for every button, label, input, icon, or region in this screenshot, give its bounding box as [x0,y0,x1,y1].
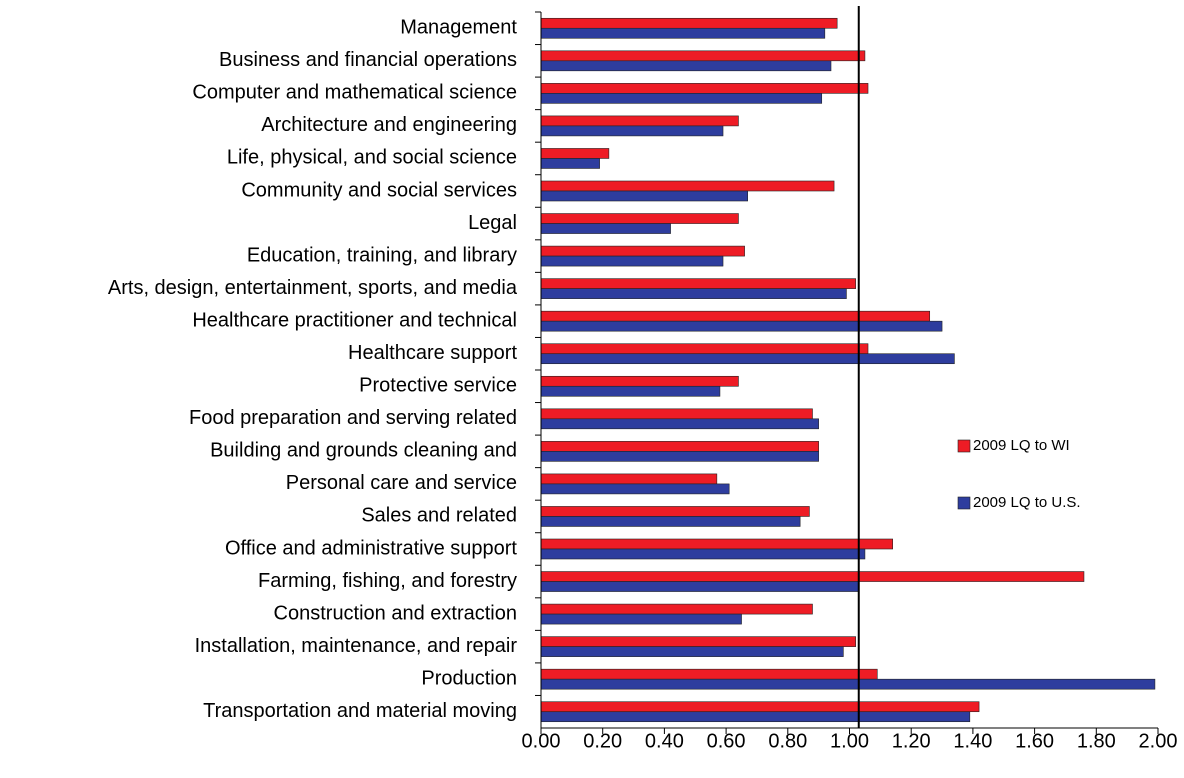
bar [540,581,860,592]
bar [540,223,671,234]
x-tick-label: 1.40 [953,730,992,752]
y-tick-label: Healthcare practitioner and technical [192,309,517,331]
y-tick-label: Protective service [359,375,517,397]
y-tick-label: Office and administrative support [225,537,517,559]
x-tick-label: 1.80 [1077,730,1116,752]
y-tick-label: Transportation and material moving [203,700,517,722]
y-tick-label: Building and grounds cleaning and [210,440,517,462]
y-tick-label: Installation, maintenance, and repair [195,635,518,657]
bar [540,148,610,159]
bar [540,441,819,452]
y-tick-label: Education, training, and library [247,244,517,266]
bar [540,83,869,94]
bar [540,50,866,62]
y-tick-label: Food preparation and serving related [189,407,517,429]
bar [540,646,844,657]
y-tick-label: Construction and extraction [274,602,517,624]
bar [540,613,742,625]
bar [540,483,730,495]
x-tick-label: 0.20 [583,730,622,752]
y-tick-label: Legal [468,212,517,234]
y-tick-label: Healthcare support [348,342,517,364]
bar [540,506,810,517]
bar [540,17,838,29]
x-tick-label: 0.80 [768,730,807,752]
bar [540,701,980,713]
bar [540,288,847,299]
bar [540,115,739,127]
legend-swatch [957,439,971,453]
bar [540,278,856,289]
y-tick-label: Personal care and service [286,472,517,494]
bar [540,158,600,169]
y-tick-label: Sales and related [361,505,517,527]
bar [540,548,866,560]
x-tick-label: 1.60 [1015,730,1054,752]
bar [540,180,835,192]
x-tick-label: 0.00 [522,730,561,752]
bar [540,353,955,365]
bar [540,125,724,137]
bar [540,516,801,527]
bar [540,60,832,72]
bar [540,668,878,680]
bar [540,571,1085,582]
x-tick-label: 0.40 [645,730,684,752]
x-tick-label: 2.00 [1139,730,1178,752]
bar [540,538,893,550]
y-tick-label: Production [421,667,517,689]
bar [540,320,943,332]
y-tick-label: Arts, design, entertainment, sports, and… [108,277,518,299]
bar [540,375,739,387]
bar [540,385,721,397]
bar [540,603,813,615]
legend-swatch [957,496,971,510]
bar [540,408,813,420]
bar [540,213,739,224]
bar [540,636,856,647]
y-tick-label: Computer and mathematical science [192,82,517,104]
bar [540,27,826,39]
bar [540,678,1156,690]
bar [540,711,971,723]
y-tick-label: Farming, fishing, and forestry [258,570,517,592]
legend-label: 2009 LQ to U.S. [973,494,1081,511]
y-tick-label: Management [400,17,517,39]
x-tick-label: 0.60 [707,730,746,752]
bar [540,310,931,322]
x-tick-label: 1.20 [892,730,931,752]
y-tick-label: Business and financial operations [219,49,517,71]
bar [540,451,819,462]
bar [540,93,823,104]
legend-label: 2009 LQ to WI [973,437,1070,454]
bar [540,343,869,355]
bar [540,255,724,267]
bar [540,473,718,485]
y-tick-label: Life, physical, and social science [227,147,517,169]
bar [540,245,745,257]
bar [540,190,748,202]
bar [540,418,819,430]
y-tick-label: Community and social services [241,179,517,201]
y-tick-label: Architecture and engineering [261,114,517,136]
x-tick-label: 1.00 [830,730,869,752]
